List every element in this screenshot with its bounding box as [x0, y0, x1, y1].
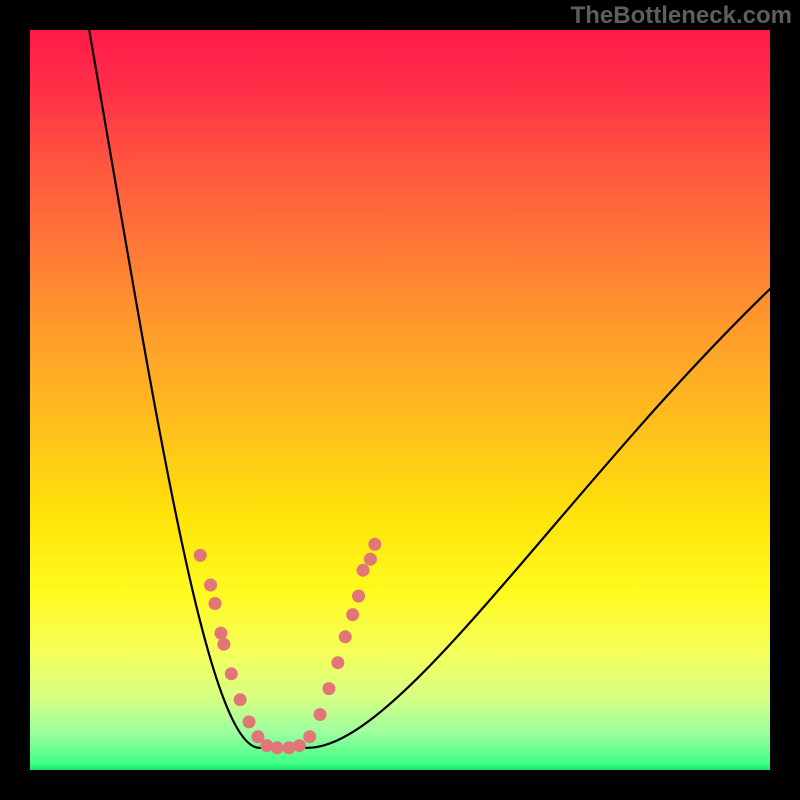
- data-point-right: [331, 656, 344, 669]
- data-point-right: [352, 590, 365, 603]
- data-point-left: [217, 638, 230, 651]
- data-point-right: [346, 608, 359, 621]
- data-point-right: [357, 564, 370, 577]
- data-point-right: [303, 730, 316, 743]
- data-point-left: [209, 597, 222, 610]
- data-point-left: [243, 715, 256, 728]
- data-point-right: [314, 708, 327, 721]
- data-point-right: [364, 553, 377, 566]
- data-point-right: [339, 630, 352, 643]
- data-point-right: [368, 538, 381, 551]
- data-point-left: [204, 579, 217, 592]
- chart-stage: TheBottleneck.com: [0, 0, 800, 800]
- plot-area: [30, 30, 770, 770]
- chart-svg: [30, 30, 770, 770]
- data-point-left: [194, 549, 207, 562]
- data-point-right: [293, 739, 306, 752]
- data-point-left: [214, 627, 227, 640]
- data-point-left: [225, 667, 238, 680]
- data-point-right: [322, 682, 335, 695]
- data-point-left: [234, 693, 247, 706]
- watermark-text: TheBottleneck.com: [571, 2, 792, 30]
- data-point-left: [271, 741, 284, 754]
- gradient-background: [30, 30, 770, 770]
